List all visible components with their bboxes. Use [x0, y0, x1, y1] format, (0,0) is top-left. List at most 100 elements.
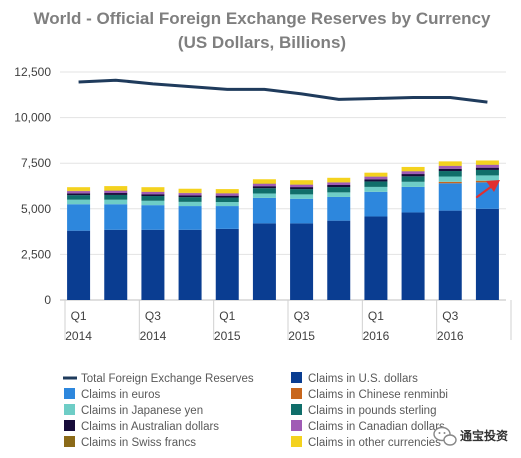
bar-stack — [215, 189, 239, 300]
y-tick-label: 7,500 — [21, 156, 51, 170]
bar-segment — [104, 193, 128, 195]
bar-segment — [475, 169, 499, 176]
legend-swatch — [291, 420, 302, 431]
legend-swatch — [291, 388, 302, 399]
bar-stack — [178, 188, 202, 300]
bar-segment — [327, 182, 351, 185]
legend-item: Claims in Australian dollars — [64, 420, 219, 433]
bar-segment — [401, 166, 425, 172]
bar-segment — [67, 230, 91, 300]
bar-segment — [364, 191, 388, 217]
chart-title: World - Official Foreign Exchange Reserv… — [34, 9, 491, 28]
bar-segment — [215, 193, 239, 196]
bar-stack — [141, 187, 165, 300]
bar-segment — [252, 223, 276, 300]
x-tick-label: 2016 — [363, 329, 390, 343]
bar-segment — [104, 199, 128, 205]
bar-segment — [327, 177, 351, 183]
bar-segment — [290, 198, 314, 224]
bar-segment — [438, 161, 462, 166]
bar-segment — [252, 183, 276, 187]
x-tick-label: Q1 — [219, 309, 235, 323]
y-tick-label: 10,000 — [14, 111, 51, 125]
bar-segment — [438, 166, 462, 169]
bar-segment — [178, 201, 202, 207]
bar-segment — [327, 220, 351, 300]
y-tick-label: 0 — [44, 293, 51, 307]
bar-segment — [364, 186, 388, 192]
total-line-layer — [78, 78, 488, 104]
bar-segment — [438, 210, 462, 300]
bar-segment — [252, 197, 276, 224]
legend-swatch — [64, 388, 75, 399]
legend-swatch — [64, 420, 75, 431]
bar-segment — [215, 197, 239, 203]
watermark-text: 通宝投资 — [460, 428, 508, 443]
bar-segment — [401, 174, 425, 177]
x-tick-label: 2016 — [437, 329, 464, 343]
bar-segment — [438, 183, 462, 211]
legend-label: Claims in Australian dollars — [81, 421, 219, 433]
bar-segment — [178, 188, 202, 193]
bars — [67, 160, 499, 300]
legend-swatch — [291, 436, 302, 447]
bar-segment — [438, 176, 462, 182]
bar-stack — [252, 179, 276, 300]
bar-segment — [215, 202, 239, 207]
bar-segment — [252, 188, 276, 194]
bar-segment — [178, 206, 202, 230]
bar-stack — [438, 161, 462, 300]
legend-item: Claims in Swiss francs — [64, 436, 196, 449]
bar-segment — [290, 223, 314, 300]
watermark: 通宝投资 — [433, 426, 508, 446]
bar-segment — [252, 186, 276, 189]
bar-segment — [401, 186, 425, 213]
legend-swatch — [291, 372, 302, 383]
x-tick-label: 2015 — [214, 329, 241, 343]
bar-segment — [438, 171, 462, 177]
chart-subtitle: (US Dollars, Billions) — [178, 33, 346, 52]
legend-label: Claims in Swiss francs — [81, 437, 196, 449]
bar-segment — [104, 194, 128, 200]
x-axis: Q1 2014 Q3 2014 Q1 2015 Q3 2015 Q1 2016 Q3 2016 — [64, 300, 512, 343]
annotation — [475, 180, 500, 199]
bar-segment — [215, 206, 239, 229]
total-reserves-line — [78, 78, 488, 104]
bar-segment — [327, 192, 351, 197]
bar-segment — [104, 186, 128, 191]
wechat-icon — [433, 426, 457, 446]
bar-segment — [141, 200, 165, 206]
bar-segment — [327, 187, 351, 193]
bar-stack — [364, 172, 388, 300]
bar-segment — [67, 195, 91, 200]
bar-stack — [104, 186, 128, 300]
bar-segment — [67, 204, 91, 231]
bar-segment — [67, 191, 91, 194]
x-tick-label: Q3 — [442, 309, 458, 323]
bar-segment — [364, 181, 388, 187]
bar-segment — [327, 184, 351, 188]
bar-segment — [215, 195, 239, 198]
bar-segment — [252, 179, 276, 184]
bar-segment — [364, 172, 388, 177]
bar-segment — [178, 195, 202, 198]
legend-swatch — [64, 436, 75, 447]
legend-label: Claims in U.S. dollars — [308, 373, 418, 385]
bar-segment — [401, 212, 425, 300]
y-axis: 0 2,500 5,000 7,500 10,000 12,500 — [14, 65, 51, 307]
bar-segment — [67, 199, 91, 205]
x-tick-label: 2014 — [65, 329, 92, 343]
bar-segment — [364, 176, 388, 180]
bar-segment — [141, 194, 165, 197]
bar-segment — [141, 196, 165, 201]
bar-segment — [290, 187, 314, 190]
bar-stack — [327, 177, 351, 300]
arrow-head — [486, 180, 500, 192]
bar-segment — [401, 171, 425, 175]
legend-label: Total Foreign Exchange Reserves — [81, 373, 254, 385]
bar-stack — [401, 166, 425, 300]
bar-segment — [67, 193, 91, 196]
bar-segment — [475, 167, 499, 170]
bar-segment — [141, 192, 165, 195]
grid — [60, 71, 506, 301]
